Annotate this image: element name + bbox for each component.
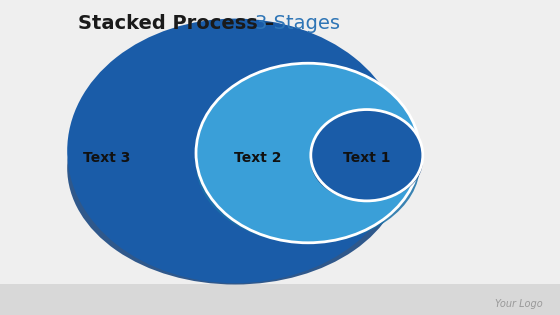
Text: 3 Stages: 3 Stages [255, 14, 340, 33]
Ellipse shape [311, 110, 423, 201]
Ellipse shape [67, 19, 403, 283]
Ellipse shape [67, 52, 403, 284]
Text: Stacked Process –: Stacked Process – [78, 14, 281, 33]
Text: Your Logo: Your Logo [496, 299, 543, 309]
Text: Text 2: Text 2 [234, 151, 281, 164]
Ellipse shape [311, 121, 423, 201]
Text: Text 3: Text 3 [83, 151, 130, 164]
Ellipse shape [196, 63, 420, 243]
Ellipse shape [196, 86, 420, 244]
Text: Text 1: Text 1 [343, 151, 390, 164]
Bar [0, 284, 560, 315]
